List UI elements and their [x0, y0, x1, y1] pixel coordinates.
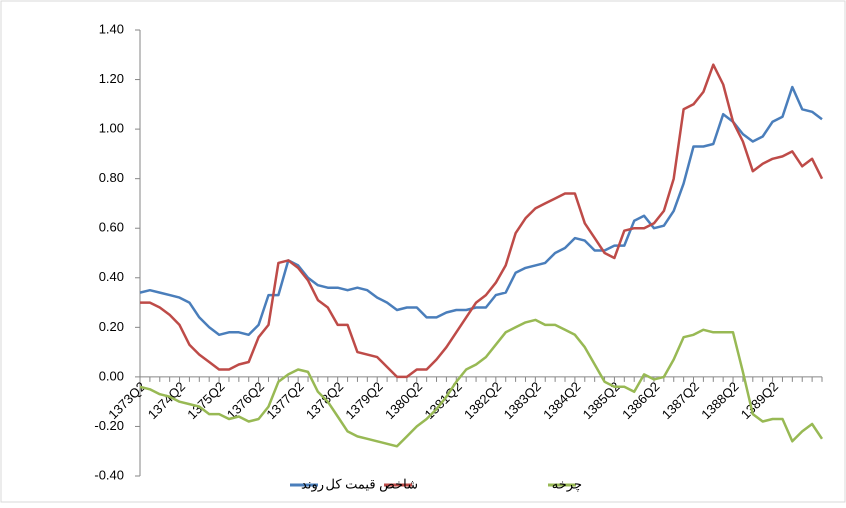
y-tick-label: -0.20 [94, 418, 124, 433]
y-tick-label: 1.00 [99, 121, 124, 136]
y-tick-label: 0.60 [99, 220, 124, 235]
legend: روند شاخص قیمت کل چرخه [290, 476, 582, 492]
series-line [140, 63, 824, 379]
y-tick-label: 0.80 [99, 170, 124, 185]
y-tick-label: -0.40 [94, 467, 124, 482]
y-tick-label: 0.00 [99, 368, 124, 383]
y-tick-label: 0.20 [99, 319, 124, 334]
y-tick-label: 1.40 [99, 21, 124, 36]
y-tick-label: 0.40 [99, 269, 124, 284]
legend-label: چرخه [552, 476, 582, 492]
series-line [139, 85, 823, 337]
legend-label: شاخص قیمت کل [326, 476, 419, 492]
y-tick-label: 1.20 [99, 71, 124, 86]
series-line [139, 318, 824, 448]
legend-label: روند [301, 476, 324, 492]
